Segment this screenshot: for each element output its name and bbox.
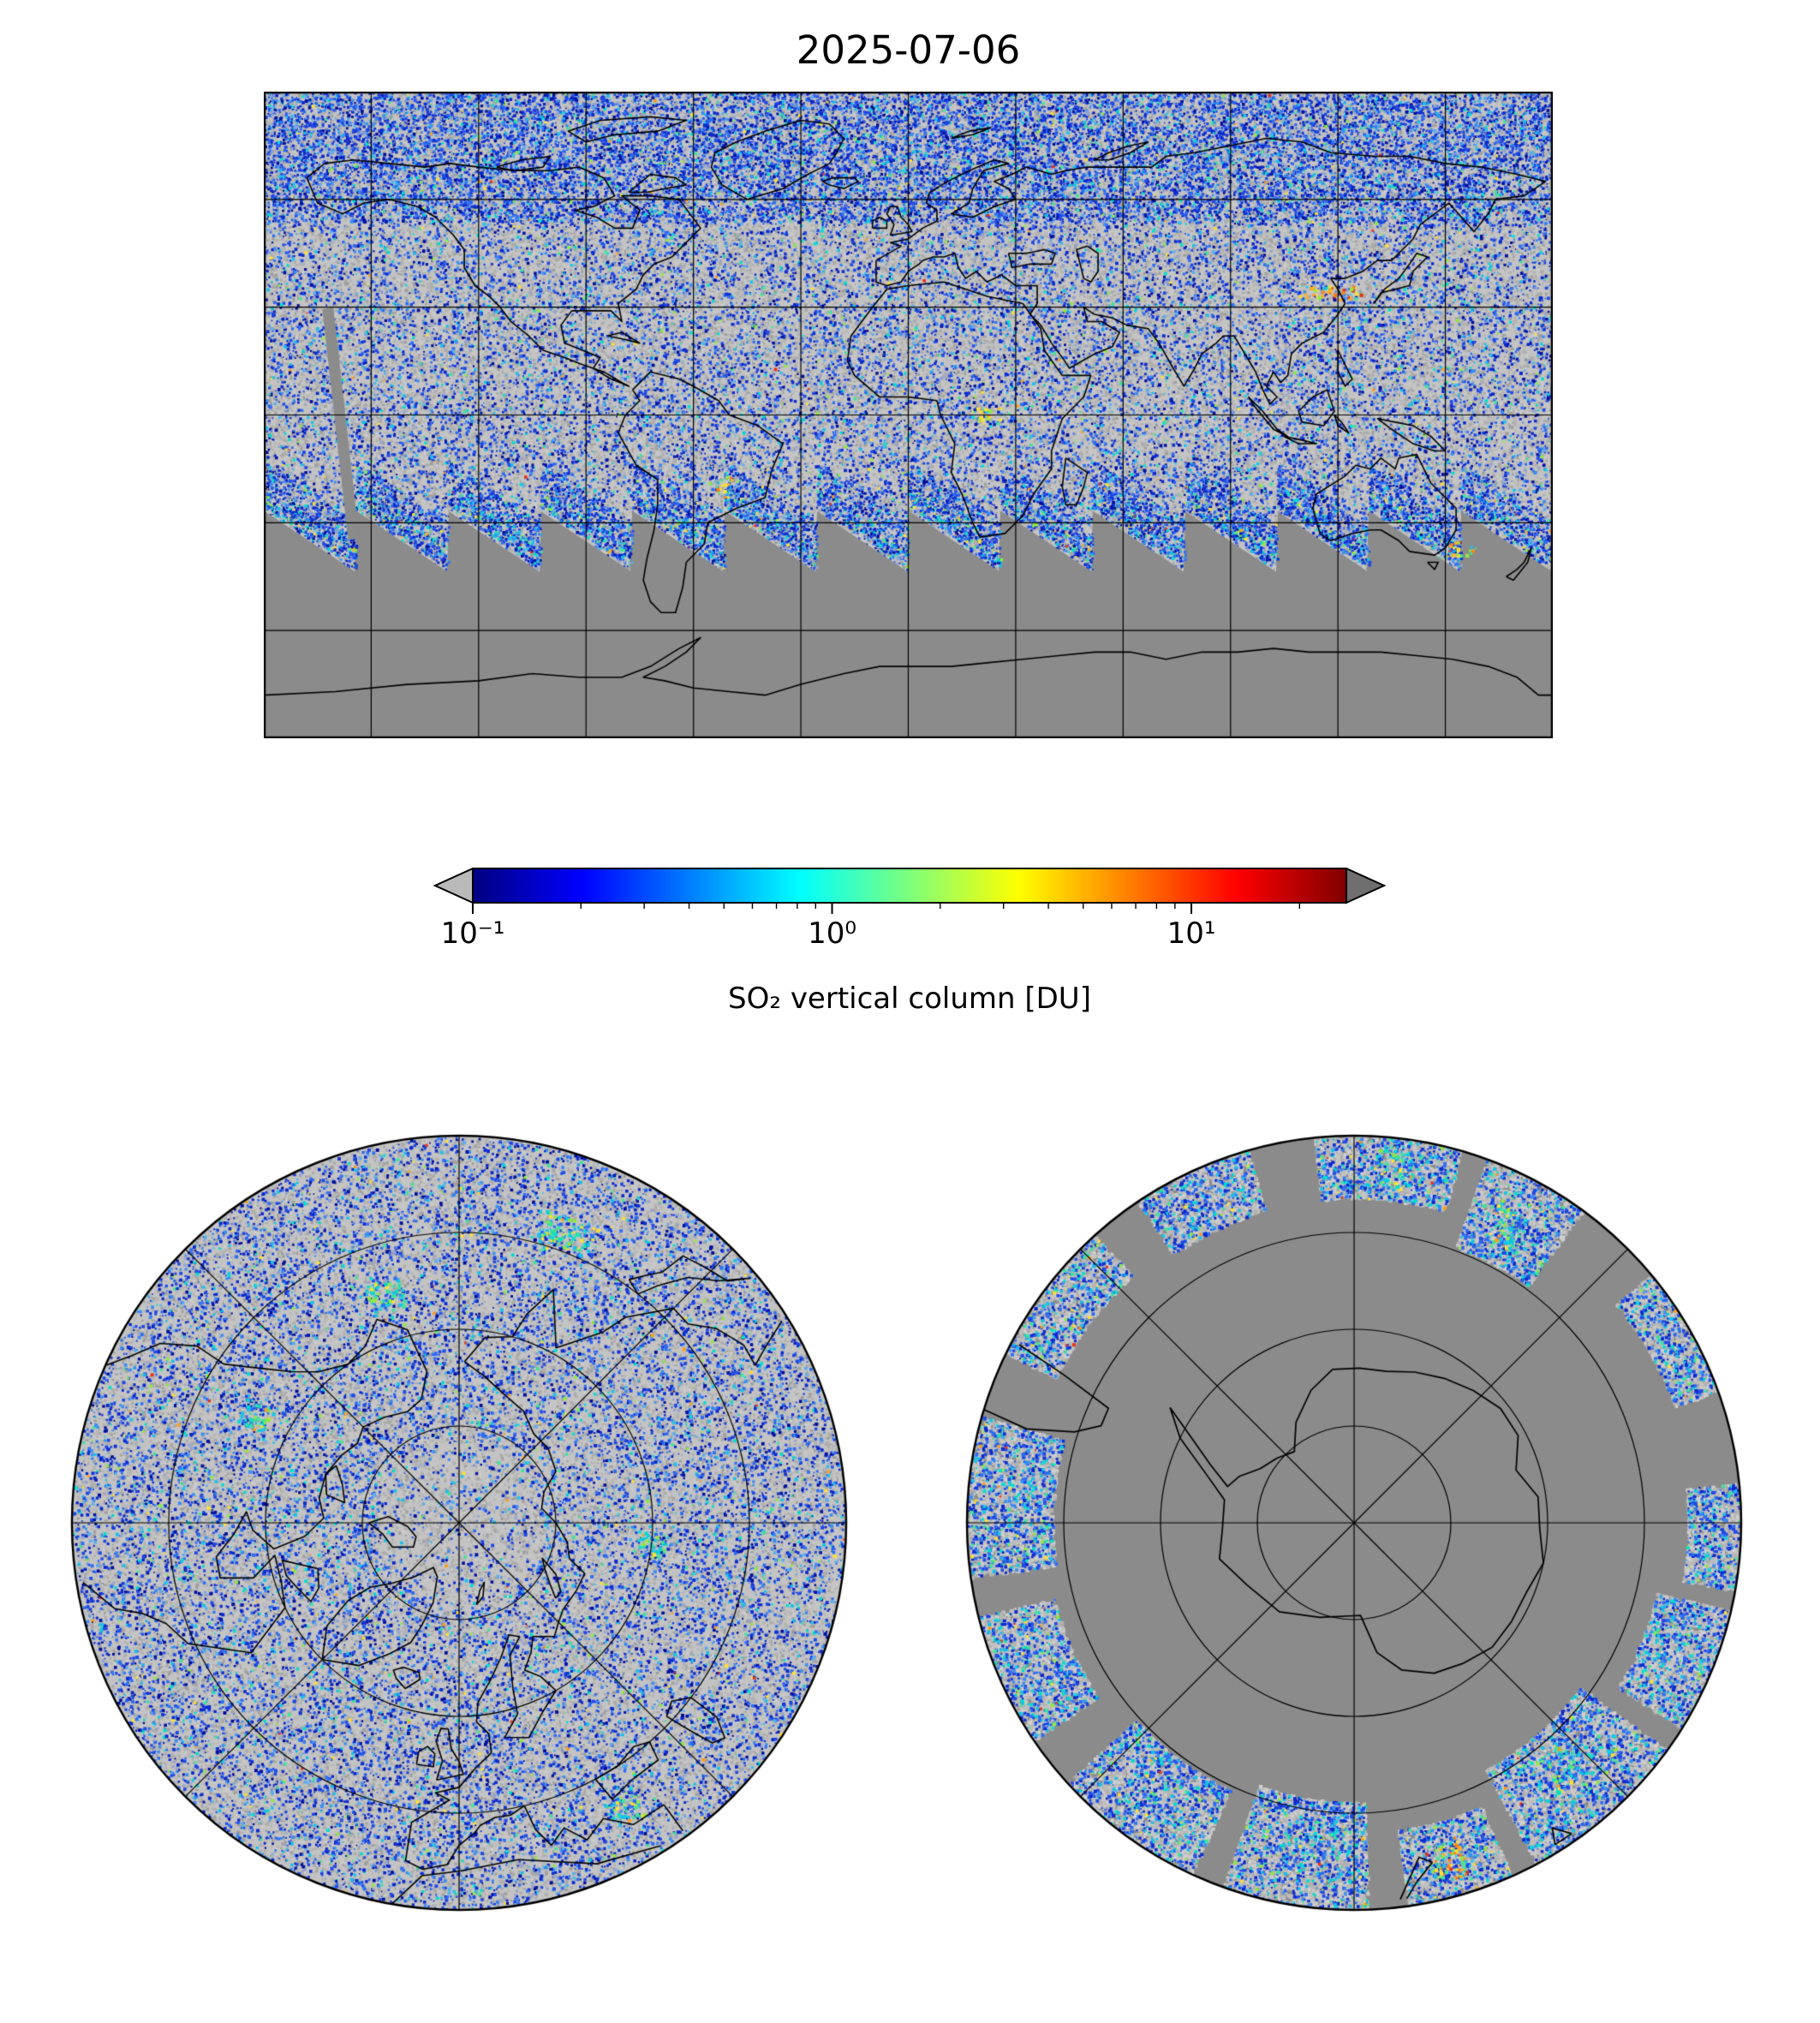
colorbar-label: SO₂ vertical column [DU]	[728, 982, 1091, 1016]
colorbar-tick-label: 10⁰	[808, 916, 856, 951]
south-polar-map-canvas	[964, 1133, 1744, 1913]
figure-title: 2025-07-06	[796, 27, 1021, 73]
colorbar-under-arrow	[433, 868, 474, 904]
colorbar-tick-label: 10¹	[1167, 916, 1216, 951]
colorbar-ticks	[472, 903, 1301, 914]
colorbar-tick-label: 10⁻¹	[440, 916, 505, 951]
global-map-canvas	[264, 92, 1553, 738]
north-polar-map-canvas	[69, 1133, 849, 1913]
colorbar-gradient-bar	[472, 868, 1347, 904]
colorbar	[433, 868, 1386, 914]
colorbar-over-arrow	[1346, 868, 1386, 904]
